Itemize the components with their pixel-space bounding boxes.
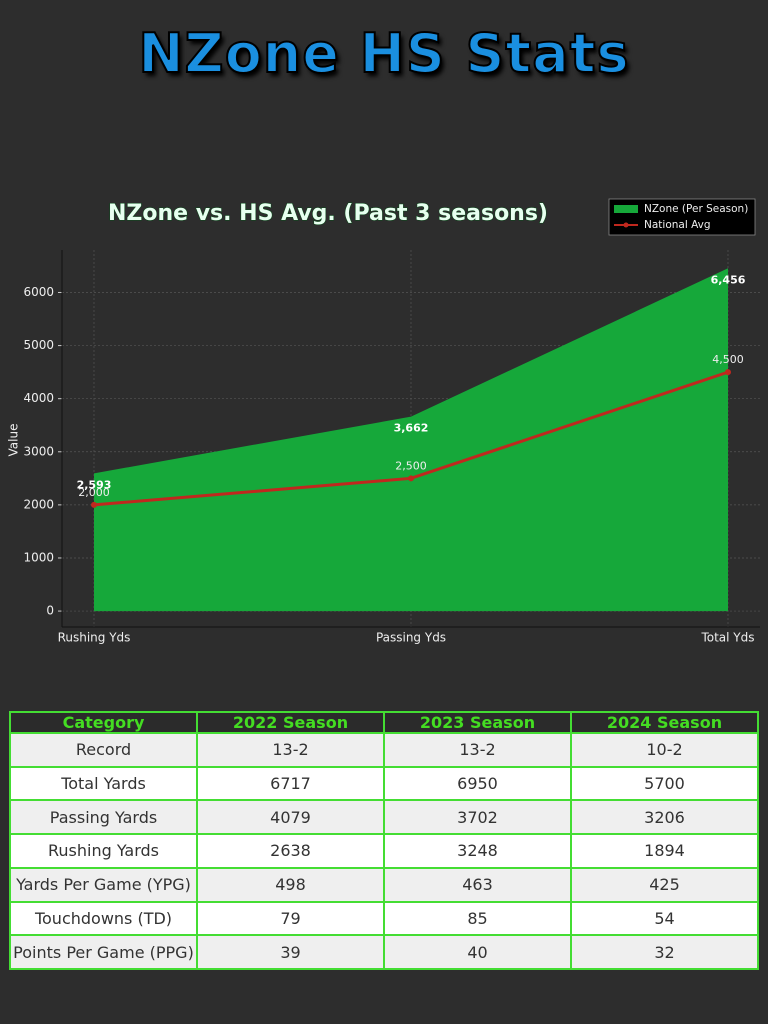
table-cell: 2638: [196, 833, 385, 869]
value-label: 2,593: [77, 478, 112, 491]
y-tick-label: 3000: [23, 444, 54, 458]
table-row: Total Yards 6717 6950 5700: [9, 765, 759, 802]
table-cell: Yards Per Game (YPG): [9, 866, 198, 903]
stats-table: Category 2022 Season 2023 Season 2024 Seaso…: [9, 711, 759, 970]
table-cell: 39: [196, 934, 385, 970]
table-cell: 13-2: [196, 732, 385, 768]
table-row: Rushing Yards 2638 3248 1894: [9, 833, 759, 869]
header-cell: 2024 Season: [570, 711, 759, 734]
table-cell: 6950: [383, 765, 572, 802]
legend-label: NZone (Per Season): [644, 203, 748, 215]
chart-title: NZone vs. HS Avg. (Past 3 seasons): [108, 201, 548, 226]
value-label: 4,500: [712, 353, 744, 366]
value-label: 2,500: [395, 459, 427, 472]
table-row: Passing Yards 4079 3702 3206: [9, 799, 759, 836]
table-cell: 3248: [383, 833, 572, 869]
marker: [725, 369, 731, 376]
table-cell: Record: [9, 732, 198, 768]
table-cell: 4079: [196, 799, 385, 836]
table-cell: 54: [570, 900, 759, 937]
table-cell: 3702: [383, 799, 572, 836]
table-cell: 3206: [570, 799, 759, 836]
area: [94, 268, 728, 612]
legend-swatch: [623, 222, 629, 228]
table-cell: 1894: [570, 833, 759, 869]
table-row: Record 13-2 13-2 10-2: [9, 732, 759, 768]
header-cell: Category: [9, 711, 198, 734]
y-tick-label: 5000: [23, 338, 54, 352]
table-cell: 79: [196, 900, 385, 937]
y-tick-label: 1000: [23, 550, 54, 564]
header-cell: 2023 Season: [383, 711, 572, 734]
marker: [408, 475, 414, 482]
table-row: Touchdowns (TD) 79 85 54: [9, 900, 759, 937]
table-cell: 13-2: [383, 732, 572, 768]
table-cell: 425: [570, 866, 759, 903]
y-tick-label: 6000: [23, 285, 54, 299]
table-cell: 463: [383, 866, 572, 903]
y-axis-label: Value: [7, 424, 21, 457]
header-row: Category 2022 Season 2023 Season 2024 Seaso…: [9, 711, 759, 734]
table-cell: Touchdowns (TD): [9, 900, 198, 937]
legend-label: National Avg: [644, 219, 711, 231]
table-cell: 40: [383, 934, 572, 970]
table-cell: 10-2: [570, 732, 759, 768]
y-tick-label: 0: [46, 604, 54, 618]
x-tick-label: Rushing Yds: [58, 631, 131, 645]
table-cell: 32: [570, 934, 759, 970]
header-cell: 2022 Season: [196, 711, 385, 734]
x-tick-label: Passing Yds: [376, 631, 446, 645]
chart: NZone vs. HS Avg. (Past 3 seasons) Value…: [7, 198, 760, 645]
table-row: Points Per Game (PPG) 39 40 32: [9, 934, 759, 970]
marker: [91, 501, 97, 508]
page-title: NZone HS Stats: [137, 21, 630, 86]
table-cell: 6717: [196, 765, 385, 802]
table-cell: Points Per Game (PPG): [9, 934, 198, 970]
y-tick-label: 4000: [23, 391, 54, 405]
legend-swatch: [614, 205, 638, 213]
y-tick-label: 2000: [23, 497, 54, 511]
table-cell: 498: [196, 866, 385, 903]
table-cell: Total Yards: [9, 765, 198, 802]
table-cell: Passing Yards: [9, 799, 198, 836]
value-label: 3,662: [394, 422, 429, 435]
table-row: Yards Per Game (YPG) 498 463 425: [9, 866, 759, 903]
x-tick-label: Total Yds: [700, 631, 754, 645]
value-label: 6,456: [711, 273, 746, 286]
table-cell: 5700: [570, 765, 759, 802]
table-cell: Rushing Yards: [9, 833, 198, 869]
value-label: 2,000: [78, 486, 110, 499]
table-cell: 85: [383, 900, 572, 937]
